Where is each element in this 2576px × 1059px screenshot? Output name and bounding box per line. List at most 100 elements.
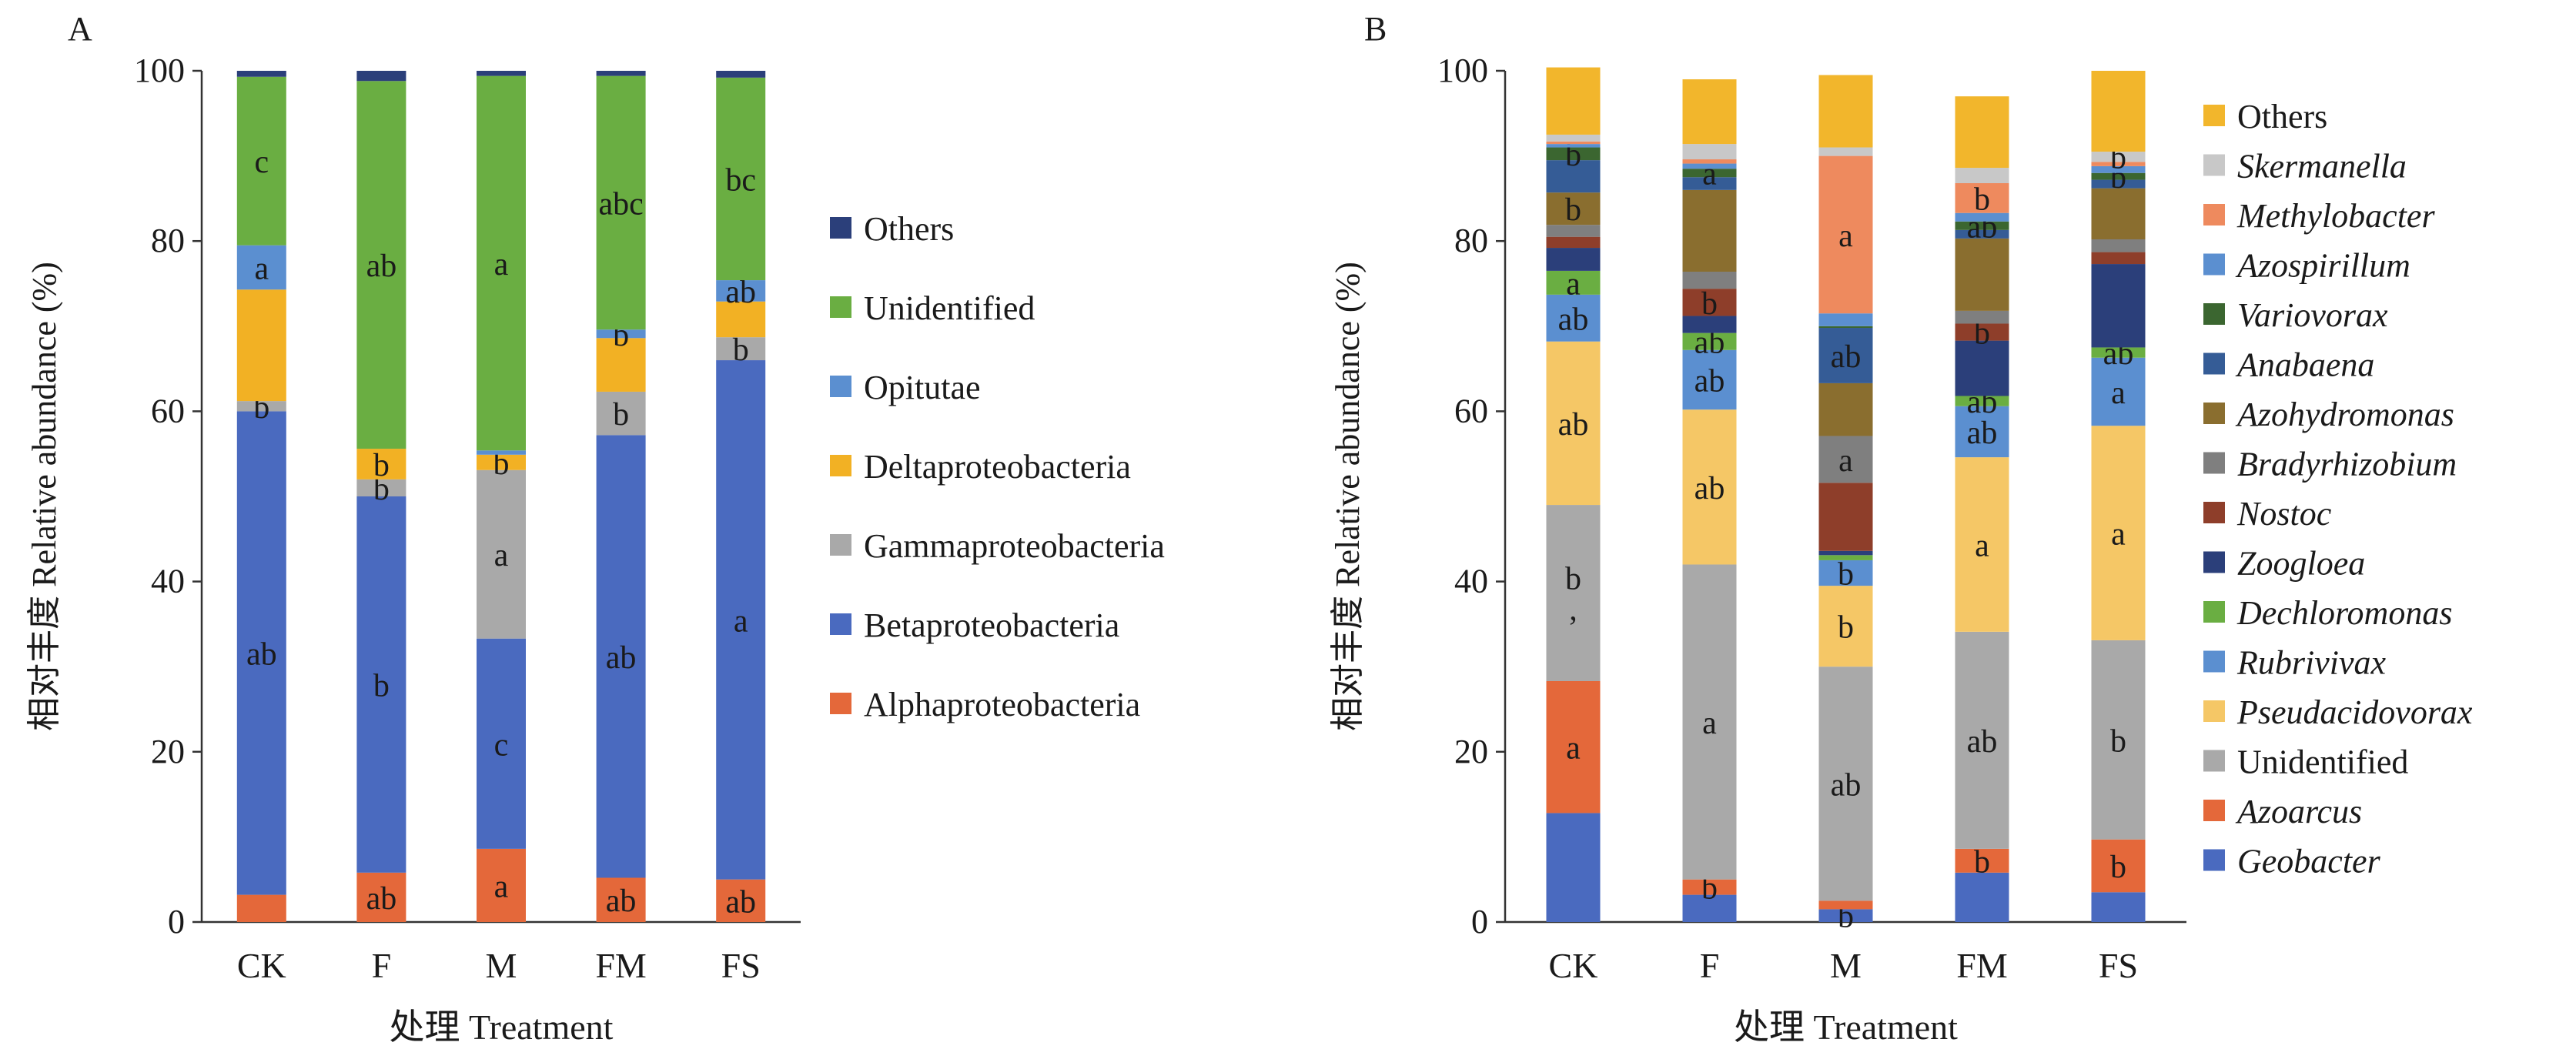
legend-swatch — [830, 455, 851, 476]
bar-segment — [1818, 155, 1873, 314]
legend-swatch — [2203, 700, 2225, 722]
data-label: a — [494, 247, 509, 282]
legend-swatch — [2203, 204, 2225, 225]
bar-segment — [716, 280, 766, 302]
bar-segment — [1955, 182, 2009, 213]
legend-label: Others — [864, 210, 954, 248]
bar-segment — [1955, 848, 2009, 873]
data-label: b — [1565, 562, 1581, 597]
bar-segment — [477, 75, 526, 451]
bar-segment — [1682, 316, 1737, 333]
bar-segment — [236, 76, 286, 246]
y-tick-label: 0 — [168, 903, 185, 940]
data-label: abc — [598, 186, 643, 222]
y-tick-label: 20 — [151, 733, 185, 770]
bar-segment — [1546, 225, 1601, 237]
legend-swatch — [830, 693, 851, 714]
bar-segment — [1955, 406, 2009, 458]
legend-label: Geobacter — [2237, 843, 2381, 880]
panel-label-a: A — [68, 10, 92, 48]
bar-segment — [2091, 347, 2146, 358]
legend-label: Pseudacidovorax — [2236, 693, 2473, 731]
bar-segment — [1546, 505, 1601, 682]
bar-segment — [1818, 560, 1873, 586]
y-tick-label: 0 — [1471, 903, 1488, 940]
legend-label: Gammaproteobacteria — [864, 527, 1165, 565]
bar-segment — [1682, 409, 1737, 565]
data-label: ab — [1694, 363, 1725, 399]
bar-segment — [2091, 640, 2146, 840]
y-tick-label: 40 — [151, 563, 185, 600]
data-label: a — [1702, 706, 1717, 741]
bar-segment — [2091, 892, 2146, 922]
bar-segment — [716, 77, 766, 281]
bar-segment — [1818, 666, 1873, 901]
bar-segment — [596, 338, 646, 392]
legend-label: Rubrivivax — [2236, 644, 2387, 682]
bar-segment — [1955, 168, 2009, 183]
bar-segment — [596, 75, 646, 330]
bar-segment — [716, 360, 766, 880]
legend-swatch — [2203, 452, 2225, 474]
data-label: b — [2110, 723, 2126, 759]
y-tick-label: 20 — [1454, 733, 1488, 770]
bar-segment — [1546, 141, 1601, 145]
legend-swatch — [2203, 105, 2225, 126]
bar-segment — [596, 435, 646, 878]
data-label: a — [1566, 266, 1581, 302]
y-axis-title: 相对丰度 Relative abundance (%) — [1329, 262, 1367, 731]
bar-segment — [2091, 264, 2146, 348]
legend-label: Deltaproteobacteria — [864, 448, 1131, 486]
legend-label: Betaproteobacteria — [864, 606, 1119, 644]
bar-segment — [356, 872, 406, 922]
x-tick-label: FS — [721, 946, 761, 985]
data-label: b — [613, 397, 629, 433]
data-label: ab — [1558, 407, 1589, 443]
data-label: b — [373, 448, 390, 483]
bar-segment — [1818, 383, 1873, 436]
bar-segment — [356, 449, 406, 479]
x-axis-title: 处理 Treatment — [390, 1007, 614, 1047]
bar-segment — [1682, 289, 1737, 316]
bar-segment — [1955, 229, 2009, 239]
bar-segment — [1546, 134, 1601, 142]
bar-segment — [1546, 147, 1601, 161]
y-axis-title: 相对丰度 Relative abundance (%) — [25, 262, 63, 731]
bar-segment — [1818, 75, 1873, 148]
data-label: a — [2111, 517, 2126, 553]
bar-segment — [1546, 270, 1601, 295]
data-label: b — [373, 472, 390, 507]
x-tick-label: M — [486, 946, 517, 985]
data-label: a — [1975, 528, 1989, 563]
legend-label: Dechloromonas — [2236, 594, 2452, 632]
legend-swatch — [2203, 750, 2225, 772]
bar-segment — [236, 289, 286, 402]
data-label: , — [1569, 593, 1577, 628]
x-tick-label: F — [372, 946, 392, 985]
legend-swatch — [830, 613, 851, 635]
data-label: b — [2110, 850, 2126, 885]
bar-segment — [1818, 328, 1873, 383]
legend-swatch — [2203, 849, 2225, 871]
bar-segment — [356, 81, 406, 449]
x-axis-title: 处理 Treatment — [1734, 1007, 1958, 1047]
bar-segment — [477, 638, 526, 849]
legend-swatch — [2203, 502, 2225, 523]
bar-segment — [2091, 839, 2146, 893]
y-tick-label: 100 — [134, 52, 185, 89]
chart-panel-a: 0 20 40 60 80 100 相对丰度 Relative abundance (%) C… — [25, 52, 1165, 1047]
legend-label: Variovorax — [2237, 296, 2388, 334]
bar-segment — [1818, 147, 1873, 156]
legend-swatch — [2203, 303, 2225, 325]
bar-segment — [1546, 294, 1601, 342]
bar-segment — [596, 877, 646, 922]
data-label: a — [494, 538, 509, 573]
data-label: ab — [1558, 302, 1589, 337]
bar-segment — [1955, 323, 2009, 341]
bar-segment — [2091, 426, 2146, 640]
bar-segment — [1818, 900, 1873, 910]
legend-label: Azohydromonas — [2235, 396, 2454, 433]
x-tick-label: FM — [595, 946, 646, 985]
bar-segment — [1955, 221, 2009, 230]
legend-swatch — [2203, 650, 2225, 673]
